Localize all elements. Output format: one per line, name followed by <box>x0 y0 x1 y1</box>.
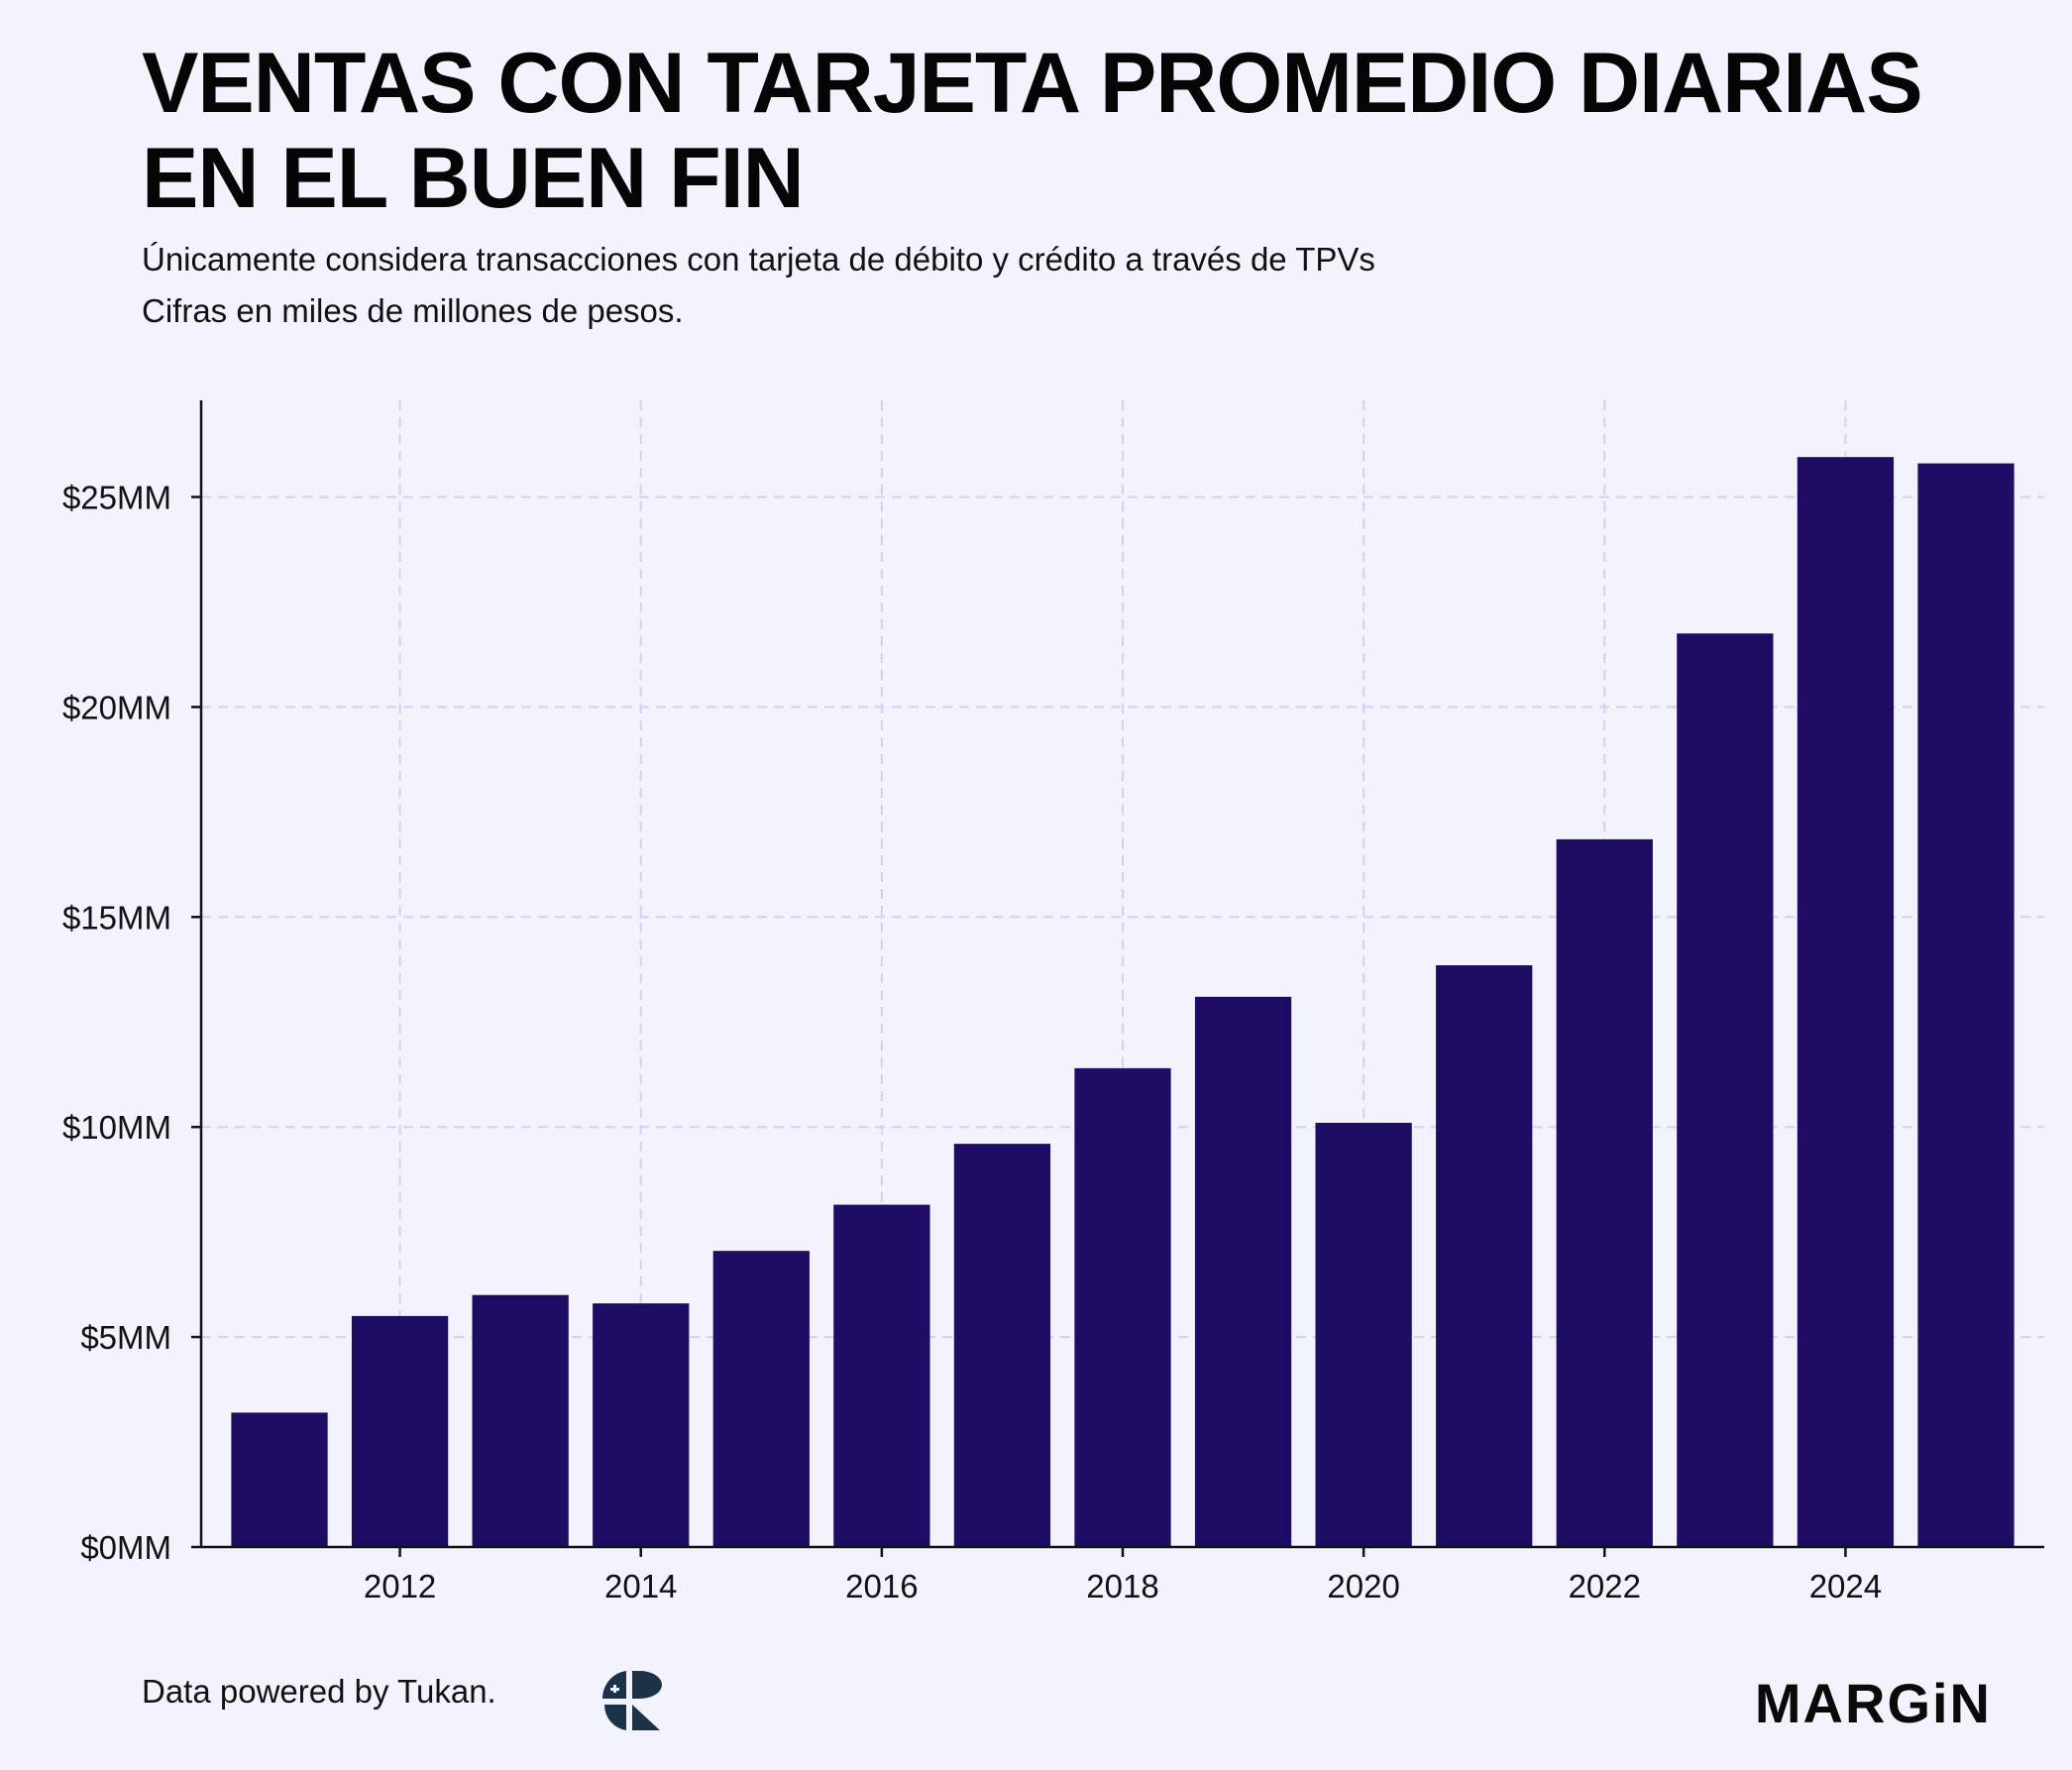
x-tick-label: 2014 <box>604 1568 677 1604</box>
bar-2025 <box>1917 463 2015 1548</box>
y-tick-label: $25MM <box>62 479 171 515</box>
x-tick-label: 2012 <box>364 1568 436 1604</box>
bar-2017 <box>953 1144 1051 1547</box>
x-tick-label: 2022 <box>1569 1568 1641 1604</box>
bar-2021 <box>1436 965 1533 1547</box>
bar-2022 <box>1556 838 1653 1547</box>
bars <box>231 457 2015 1548</box>
chart-title-line-2: EN EL BUEN FIN <box>142 131 805 226</box>
data-credit: Data powered by Tukan. <box>142 1673 496 1710</box>
subtitle-line-2: Cifras en miles de millones de pesos. <box>142 292 684 329</box>
y-tick-label: $0MM <box>80 1529 171 1566</box>
axes <box>191 400 2044 1557</box>
chart-title: VENTAS CON TARJETA PROMEDIO DIARIAS EN E… <box>142 36 2024 226</box>
x-tick-label: 2018 <box>1086 1568 1158 1604</box>
tick-labels: $0MM $5MM $10MM $15MM $20MM $25MM 2012 2014 2016… <box>62 479 1882 1604</box>
y-tick-label: $15MM <box>62 899 171 936</box>
x-tick-label: 2020 <box>1327 1568 1399 1604</box>
bar-2018 <box>1074 1067 1171 1547</box>
subtitle-line-1: Únicamente considera transacciones con t… <box>142 241 1375 277</box>
bar-2019 <box>1194 996 1292 1547</box>
bar-2013 <box>472 1294 569 1547</box>
bar-2020 <box>1315 1122 1412 1547</box>
margin-brand-logo: MARGiN <box>1754 1672 1992 1734</box>
bar-2011 <box>231 1412 328 1547</box>
tukan-logo-icon <box>601 1671 662 1730</box>
bar-2012 <box>351 1315 449 1547</box>
x-tick-label: 2024 <box>1809 1568 1882 1604</box>
x-tick-label: 2016 <box>845 1568 918 1604</box>
chart-subtitle: Únicamente considera transacciones con t… <box>142 234 1375 337</box>
y-tick-label: $5MM <box>80 1319 171 1356</box>
y-tick-label: $10MM <box>62 1109 171 1146</box>
bar-2015 <box>712 1251 810 1547</box>
chart-title-line-1: VENTAS CON TARJETA PROMEDIO DIARIAS <box>142 36 1923 131</box>
y-tick-label: $20MM <box>62 689 171 725</box>
bar-2016 <box>833 1204 930 1547</box>
bar-2014 <box>593 1303 690 1547</box>
bar-2024 <box>1797 457 1895 1547</box>
bar-2023 <box>1677 633 1774 1547</box>
bar-chart: $0MM $5MM $10MM $15MM $20MM $25MM 2012 2014 2016… <box>62 400 2044 1604</box>
